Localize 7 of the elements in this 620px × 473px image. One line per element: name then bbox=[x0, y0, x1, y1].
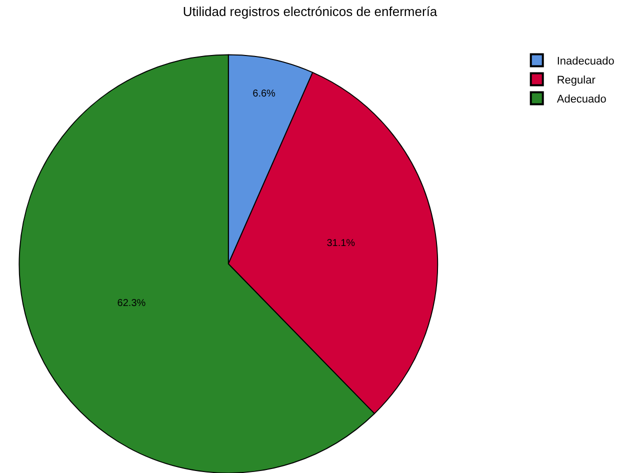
data-label: 6.6% bbox=[252, 88, 276, 100]
legend-label: Inadecuado bbox=[556, 56, 614, 68]
data-label: 62.3% bbox=[117, 298, 146, 309]
data-label: 31.1% bbox=[326, 238, 356, 249]
legend-label: Adecuado bbox=[556, 94, 606, 106]
legend-label: Regular bbox=[556, 74, 596, 87]
chart-title: Utilidad registros electrónicos de enfermería bbox=[182, 4, 438, 20]
